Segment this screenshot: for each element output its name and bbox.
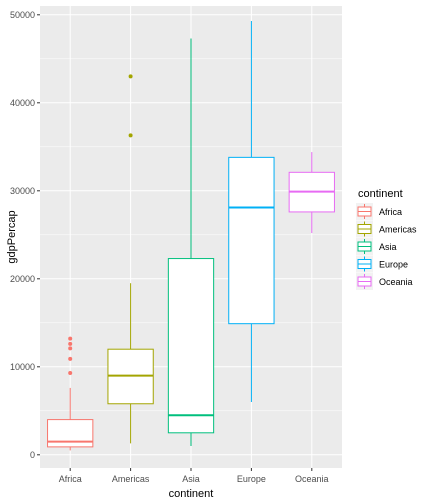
x-tick-label: Americas [112,474,150,484]
outlier-point [68,336,73,341]
y-tick-label: 0 [30,450,35,460]
legend-label: Oceania [379,277,413,287]
y-tick-label: 10000 [10,362,35,372]
outlier-point [68,346,73,351]
legend-item-americas: Americas [356,220,417,238]
legend-label: Africa [379,207,402,217]
y-axis-ticks: 0 10000 20000 30000 40000 50000 [10,10,40,460]
box-americas [107,74,154,444]
legend-item-africa: Africa [356,203,402,220]
outlier-point [128,74,133,79]
legend-item-oceania: Oceania [356,273,413,290]
box-oceania [288,152,335,234]
y-tick-label: 20000 [10,274,35,284]
x-tick-label: Africa [59,474,82,484]
legend-item-europe: Europe [356,255,408,273]
x-tick-label: Oceania [295,474,329,484]
outlier-point [68,370,73,375]
legend-title: continent [358,188,403,200]
x-axis-title: continent [169,488,214,500]
box-body [167,258,215,434]
box-africa [47,336,94,451]
x-axis-ticks: Africa Americas Asia Europe Oceania [59,468,329,484]
outlier-point [68,356,73,361]
legend: continent Africa Americas Asia Europe Oceani… [356,188,417,290]
y-tick-label: 40000 [10,98,35,108]
box-body [228,156,275,325]
legend-label: Asia [379,242,397,252]
y-axis-title: gdpPercap [6,210,18,263]
legend-label: Americas [379,225,417,235]
outlier-point [128,133,133,138]
box-europe [228,20,275,402]
y-tick-label: 30000 [10,186,35,196]
legend-item-asia: Asia [356,238,397,255]
box-asia [167,38,215,446]
y-tick-label: 50000 [10,10,35,20]
x-tick-label: Europe [237,474,266,484]
boxes [47,20,335,451]
legend-label: Europe [379,260,408,270]
x-tick-label: Asia [182,474,200,484]
box-body [47,419,94,448]
outlier-point [68,341,73,346]
